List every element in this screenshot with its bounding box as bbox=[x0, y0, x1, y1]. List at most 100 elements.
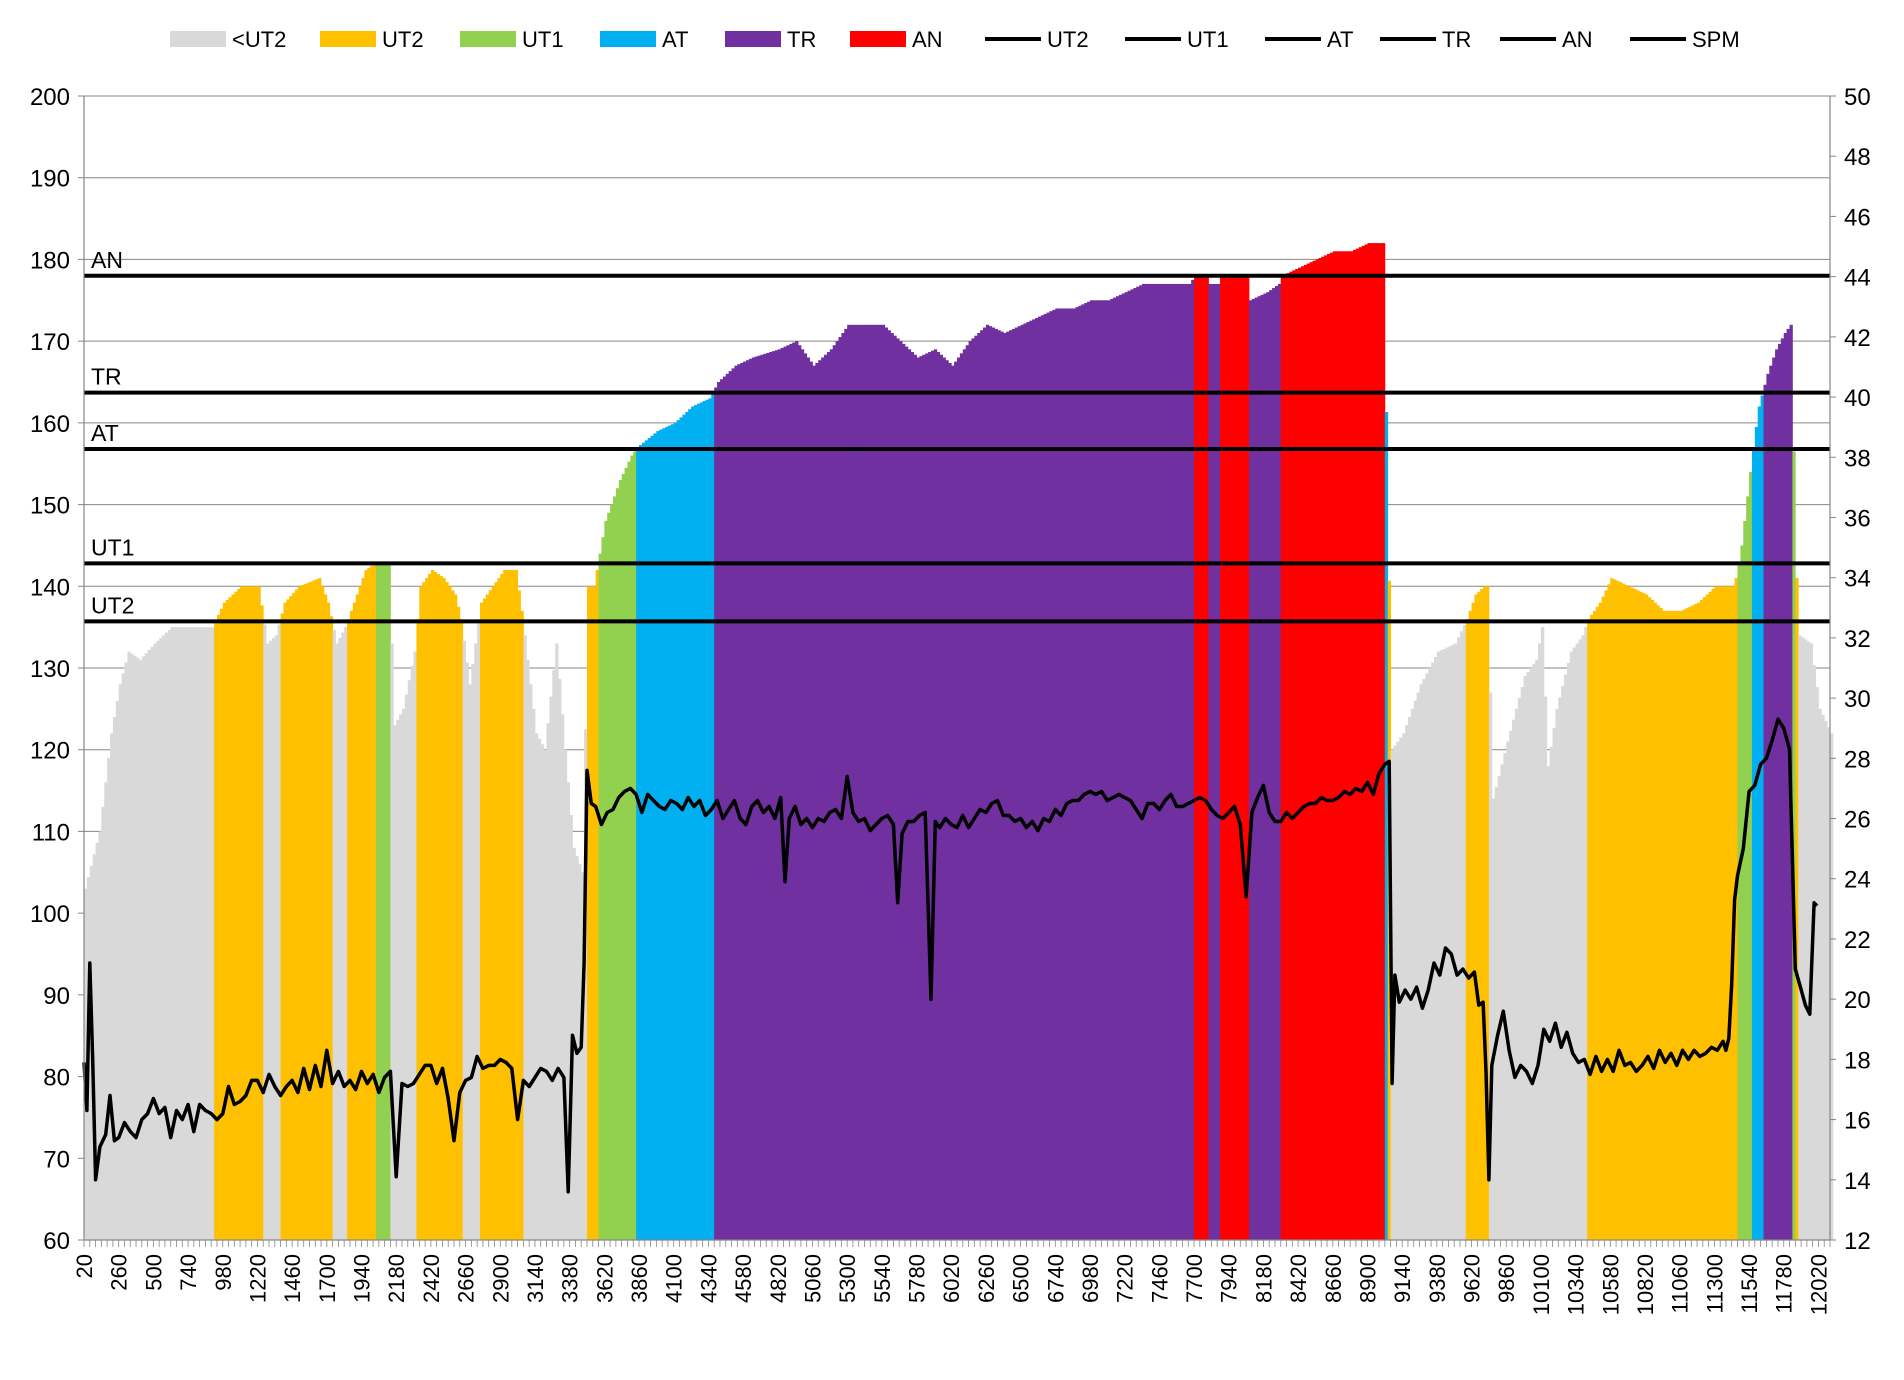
hr-bar bbox=[939, 354, 943, 1240]
hr-bar bbox=[1743, 520, 1747, 1240]
hr-bar bbox=[1454, 643, 1458, 1240]
hr-bar bbox=[1055, 308, 1059, 1240]
hr-bar bbox=[537, 738, 542, 1240]
hr-bar bbox=[1237, 275, 1241, 1240]
hr-bar bbox=[1459, 631, 1464, 1240]
x-tick-label: 1700 bbox=[315, 1254, 340, 1303]
hr-bar bbox=[809, 361, 813, 1241]
hr-bar bbox=[1254, 297, 1259, 1240]
hr-bar bbox=[1697, 602, 1701, 1240]
hr-bar bbox=[1552, 727, 1556, 1240]
legend-item: TR bbox=[1380, 27, 1471, 52]
hr-bar bbox=[543, 749, 547, 1240]
hr-bar bbox=[1685, 608, 1689, 1240]
hr-bar bbox=[506, 569, 510, 1240]
hr-bar bbox=[560, 714, 565, 1240]
threshold-lines: UT2 UT1 AT TR AN bbox=[84, 247, 1830, 624]
hr-bar bbox=[1017, 326, 1021, 1241]
hr-bar bbox=[829, 349, 834, 1240]
hr-bar bbox=[277, 624, 281, 1240]
hr-bar bbox=[725, 373, 730, 1240]
hr-bar bbox=[257, 586, 261, 1240]
threshold-label-an: AN bbox=[91, 247, 123, 273]
hr-bar bbox=[1353, 249, 1357, 1240]
hr-bar bbox=[237, 589, 241, 1240]
hr-bar bbox=[1243, 275, 1247, 1240]
x-tick-label: 5060 bbox=[800, 1254, 825, 1303]
hr-bar bbox=[1407, 717, 1412, 1240]
left-tick-label: 100 bbox=[30, 901, 70, 928]
hr-bar bbox=[1636, 590, 1640, 1240]
right-tick-label: 28 bbox=[1844, 746, 1871, 773]
hr-bar bbox=[922, 354, 926, 1240]
hr-bar bbox=[1402, 733, 1406, 1240]
left-tick-label: 170 bbox=[30, 329, 70, 356]
hr-bar bbox=[1063, 308, 1068, 1240]
hr-bar bbox=[789, 343, 793, 1240]
hr-bar bbox=[604, 520, 608, 1240]
hr-bar bbox=[1662, 610, 1666, 1240]
hr-bar bbox=[971, 338, 975, 1240]
hr-bar bbox=[910, 352, 915, 1240]
hr-bar bbox=[1266, 292, 1270, 1241]
left-axis-tick-labels: 60 70 80 90 100 110 120 130 140 150 160 170 180 190 20… bbox=[30, 84, 84, 1255]
hr-bar bbox=[1433, 657, 1438, 1240]
hr-bar bbox=[627, 461, 631, 1241]
hr-bar bbox=[1746, 496, 1750, 1240]
hr-bar bbox=[173, 627, 177, 1240]
x-tick-label: 5300 bbox=[835, 1254, 860, 1303]
hr-bar bbox=[945, 360, 949, 1240]
hr-bar bbox=[1289, 271, 1293, 1241]
hr-bar bbox=[1480, 589, 1484, 1240]
hr-bar bbox=[480, 602, 484, 1240]
hr-bar bbox=[1020, 324, 1024, 1240]
hr-bar bbox=[1078, 305, 1082, 1240]
hr-bar bbox=[182, 627, 186, 1240]
hr-bar bbox=[578, 864, 582, 1240]
left-tick-label: 110 bbox=[32, 819, 70, 846]
hr-bar bbox=[326, 602, 331, 1240]
hr-bar bbox=[121, 673, 125, 1240]
hr-bar bbox=[1367, 243, 1371, 1241]
x-tick-label: 9620 bbox=[1460, 1254, 1485, 1303]
hr-bar bbox=[1644, 594, 1649, 1240]
hr-bar bbox=[1465, 618, 1470, 1240]
hr-bar bbox=[164, 632, 169, 1240]
hr-bar bbox=[1280, 275, 1285, 1240]
hr-bar bbox=[1269, 290, 1273, 1241]
x-tick-label: 10580 bbox=[1598, 1254, 1623, 1315]
hr-bar bbox=[870, 324, 874, 1240]
hr-bar bbox=[1098, 300, 1102, 1240]
hr-bar bbox=[1665, 610, 1669, 1240]
hr-bar bbox=[930, 350, 935, 1241]
hr-bar bbox=[338, 638, 342, 1240]
hr-bar bbox=[280, 613, 284, 1240]
hr-bar bbox=[1309, 262, 1313, 1241]
hr-bar bbox=[1046, 312, 1050, 1240]
hr-bar bbox=[624, 467, 628, 1240]
hr-bar bbox=[1043, 313, 1048, 1240]
hr-bar bbox=[1642, 593, 1646, 1240]
x-tick-label: 3140 bbox=[523, 1254, 548, 1303]
hr-bar bbox=[1335, 251, 1339, 1240]
hr-bar bbox=[534, 733, 539, 1240]
legend-label: <UT2 bbox=[232, 27, 286, 52]
hr-bar bbox=[1509, 730, 1513, 1240]
hr-bar bbox=[679, 417, 683, 1240]
hr-bar bbox=[1139, 285, 1143, 1240]
hr-bar bbox=[1173, 283, 1178, 1240]
hr-bar bbox=[647, 438, 651, 1240]
hr-bar bbox=[876, 324, 880, 1240]
hr-bar bbox=[1153, 283, 1157, 1240]
hr-bar bbox=[399, 714, 403, 1240]
hr-bar bbox=[1763, 384, 1767, 1240]
left-tick-label: 180 bbox=[30, 247, 70, 274]
hr-bar bbox=[771, 351, 776, 1241]
hr-bar bbox=[1783, 332, 1788, 1240]
hr-bar bbox=[1211, 283, 1215, 1240]
hr-bar bbox=[1575, 643, 1579, 1240]
hr-bar bbox=[283, 602, 287, 1240]
hr-bar bbox=[786, 345, 790, 1240]
x-tick-label: 4340 bbox=[696, 1254, 721, 1303]
hr-bar bbox=[364, 569, 368, 1240]
